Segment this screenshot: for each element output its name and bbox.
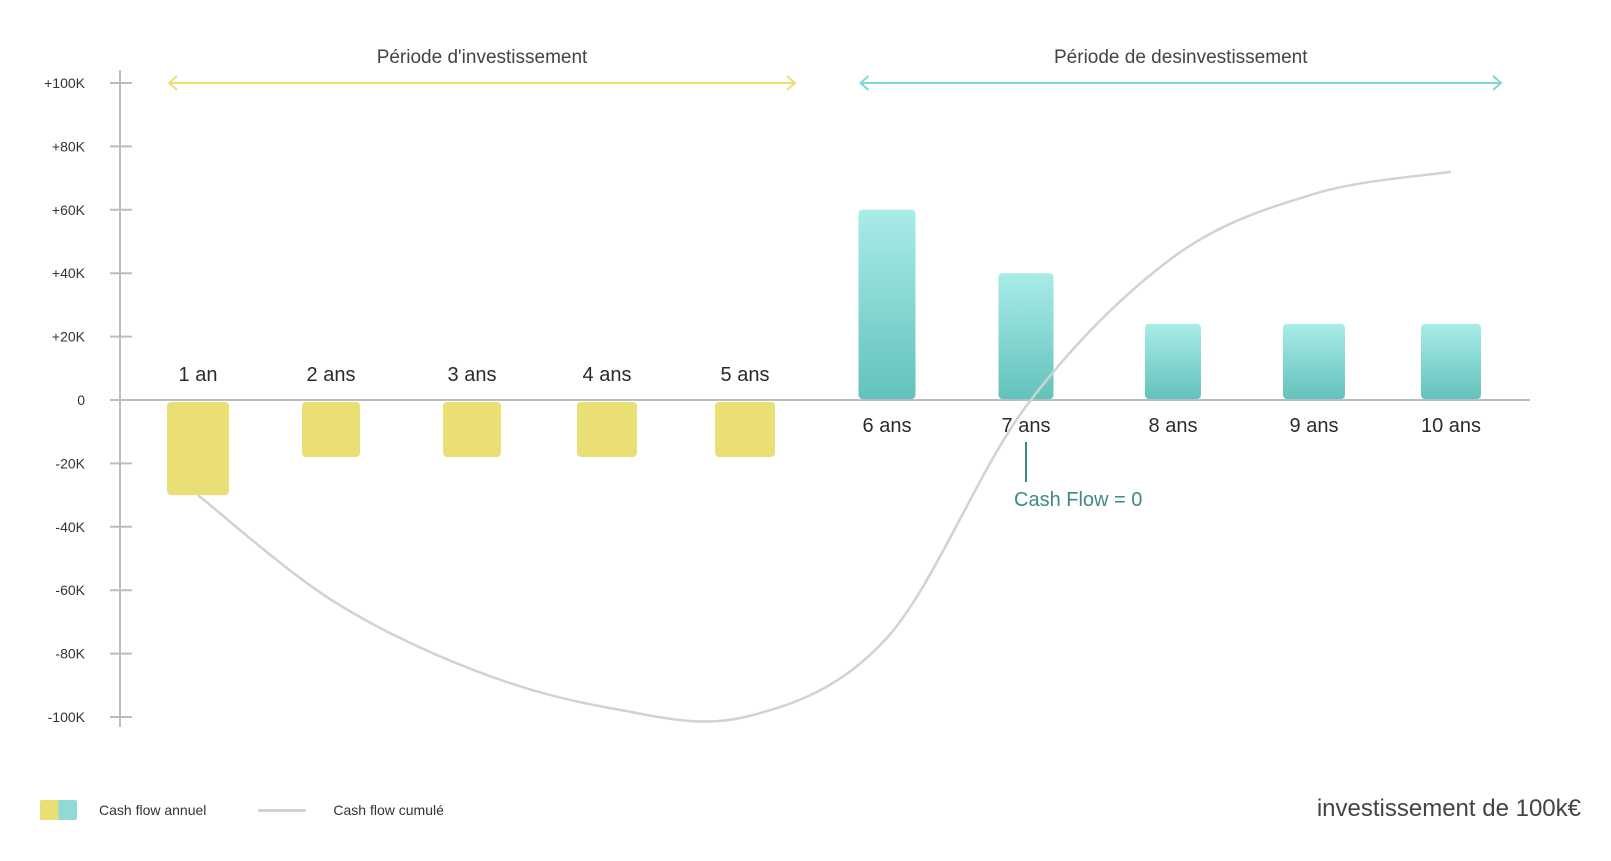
divestment-period-label: Période de desinvestissement: [1054, 47, 1308, 68]
bar-2-ans: [302, 402, 360, 458]
investment-period-label: Période d'investissement: [377, 47, 588, 68]
footer-note: investissement de 100k€: [1316, 795, 1581, 822]
bar-4-ans: [577, 402, 637, 458]
y-tick-label: +60K: [52, 202, 86, 218]
bar-6-ans: [858, 209, 916, 399]
category-label: 6 ans: [863, 415, 912, 437]
period-arrow-head-right: [786, 75, 797, 91]
y-tick-label: -100K: [48, 709, 86, 725]
y-tick-label: +80K: [52, 138, 86, 154]
y-tick-label: +20K: [52, 329, 86, 345]
legend-annual-swatch: [40, 800, 77, 820]
period-arrow-head-left: [167, 75, 178, 91]
y-tick-label: +40K: [52, 265, 86, 281]
legend-cumulative-label: Cash flow cumulé: [333, 802, 444, 818]
y-tick-label: -40K: [55, 519, 85, 535]
y-tick-label: -20K: [55, 455, 85, 471]
category-label: 10 ans: [1421, 415, 1481, 437]
divestment-period-arrow: [858, 75, 1503, 91]
annotation-label: Cash Flow = 0: [1014, 489, 1142, 511]
period-arrow-head-right: [1492, 75, 1503, 91]
y-tick-label: +100K: [44, 75, 86, 91]
period-arrow-head-left: [858, 75, 870, 91]
legend-annual-label: Cash flow annuel: [99, 802, 207, 818]
y-tick-label: 0: [77, 392, 85, 408]
bar-5-ans: [715, 402, 775, 458]
bar-7-ans: [998, 273, 1054, 399]
legend-cumulative-line: [258, 808, 307, 812]
bar-10-ans: [1421, 323, 1481, 399]
category-label: 5 ans: [721, 364, 770, 386]
category-label: 4 ans: [583, 364, 632, 386]
category-label: 9 ans: [1290, 415, 1339, 437]
investment-period-arrow: [167, 75, 797, 91]
bar-9-ans: [1283, 323, 1345, 399]
bar-1-an: [167, 402, 229, 496]
bar-8-ans: [1145, 323, 1201, 399]
legend: Cash flow annuel Cash flow cumulé: [40, 800, 444, 820]
bar-3-ans: [443, 402, 501, 458]
y-tick-label: -80K: [55, 646, 85, 662]
category-label: 3 ans: [448, 364, 497, 386]
cash-flow-chart: +100K +80K +60K +40K +20K 0 -20K -40K -60K -80K -1…: [44, 47, 1530, 727]
category-label: 7 ans: [1002, 415, 1051, 437]
category-label: 1 an: [179, 364, 218, 386]
category-label: 8 ans: [1149, 415, 1198, 437]
cumulative-cash-flow-line: [197, 170, 1452, 723]
category-label: 2 ans: [307, 364, 356, 386]
y-tick-label: -60K: [55, 582, 85, 598]
